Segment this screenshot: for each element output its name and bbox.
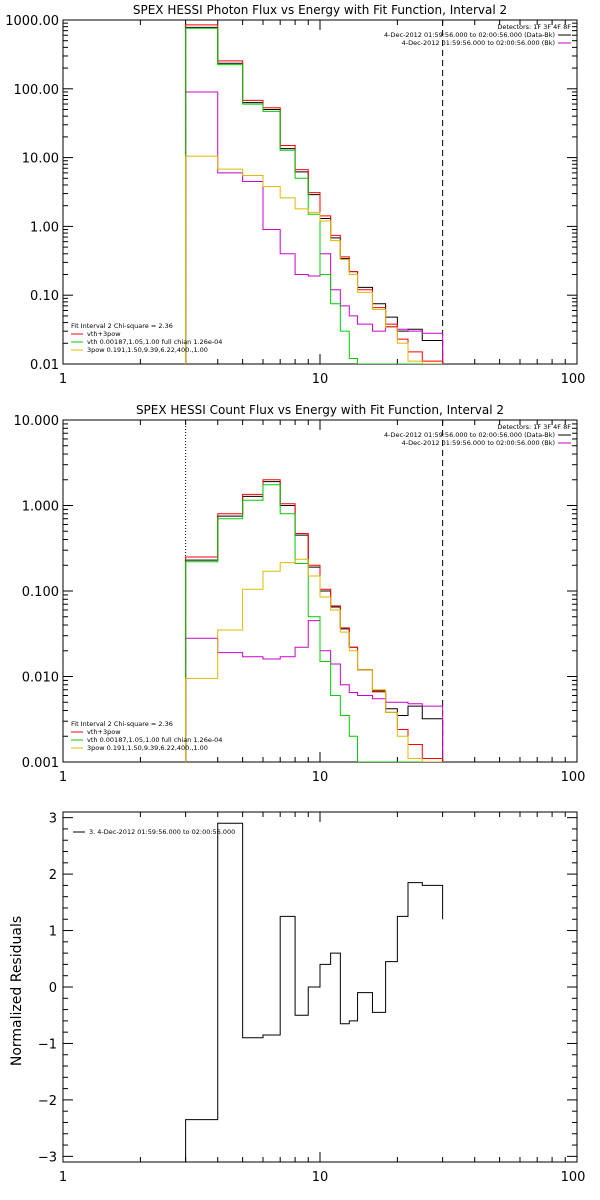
- y-tick-label: −1: [38, 1037, 57, 1052]
- x-tick-label: 100: [561, 372, 586, 387]
- legend-fit-info: Fit Interval 2 Chi-square = 2.36: [71, 322, 173, 330]
- photon-flux-panel: SPEX HESSI Photon Flux vs Energy with Fi…: [5, 3, 585, 387]
- legend-entry-label: vth 0.00187,1.05,1.00 full chian 1.26e-0…: [87, 338, 222, 346]
- y-tick-label: −2: [38, 1094, 57, 1109]
- series-line-2: [185, 24, 444, 364]
- legend-entry-label: vth+3pow: [87, 330, 121, 338]
- series-line-3: [185, 27, 443, 364]
- x-tick-label: 100: [561, 1170, 586, 1185]
- series-line-0: [185, 481, 444, 762]
- x-tick-label: 1: [59, 1170, 67, 1185]
- legend-entry-label: 4-Dec-2012 01:59:56.000 to 02:00:56.000 …: [384, 431, 555, 439]
- legend-fit-info: Fit Interval 2 Chi-square = 2.36: [71, 720, 173, 728]
- legend-entry-label: 4-Dec-2012 01:59:56.000 to 02:00:56.000 …: [402, 439, 555, 447]
- y-tick-label: 1.000: [22, 500, 59, 515]
- series-line-1: [185, 91, 444, 364]
- y-tick-label: 100.00: [14, 83, 60, 98]
- series-line-2: [185, 479, 444, 762]
- count-flux-panel: SPEX HESSI Count Flux vs Energy with Fit…: [14, 403, 586, 785]
- x-tick-label: 10: [312, 1170, 329, 1185]
- y-tick-label: 0: [49, 981, 57, 996]
- chart-title: SPEX HESSI Count Flux vs Energy with Fit…: [136, 403, 504, 417]
- legend-entry-label: 3pow 0.191,1.50,9.39,6.22,400.,1.00: [87, 346, 208, 354]
- y-axis-label: Normalized Residuals: [9, 916, 25, 1066]
- legend-entry-label: 4-Dec-2012 01:59:56.000 to 02:00:56.000 …: [402, 39, 555, 47]
- residuals-panel: Normalized Residuals 1 10 100 −3 −2 −1 0 1 2 3 3. …: [9, 811, 586, 1185]
- y-tick-label: 1000.00: [5, 14, 59, 29]
- x-tick-label: 10: [312, 770, 329, 785]
- legend-entry-label: vth 0.00187,1.05,1.00 full chian 1.26e-0…: [87, 736, 222, 744]
- y-tick-label: 10.00: [22, 152, 59, 167]
- legend-entry-label: 4-Dec-2012 01:59:56.000 to 02:00:56.000 …: [384, 31, 555, 39]
- y-tick-label: 10.000: [14, 414, 60, 429]
- y-tick-label: 0.01: [30, 358, 59, 373]
- series-line-0: [185, 26, 444, 364]
- x-tick-label: 1: [59, 770, 67, 785]
- series-line-3: [185, 484, 443, 762]
- legend-entry-label: 3. 4-Dec-2012 01:59:56.000 to 02:00:56.0…: [89, 828, 235, 836]
- series-line-4: [185, 155, 443, 364]
- y-tick-label: 0.100: [22, 585, 59, 600]
- y-tick-label: 1.00: [30, 220, 59, 235]
- x-tick-label: 1: [59, 372, 67, 387]
- x-tick-label: 100: [561, 770, 586, 785]
- legend-detectors: Detectors: 1F 3F 4F 8F: [497, 423, 571, 431]
- series-line-4: [185, 558, 443, 762]
- legend-entry-label: 3pow 0.191,1.50,9.39,6.22,400.,1.00: [87, 744, 208, 752]
- legend-detectors: Detectors: 1F 3F 4F 8F: [497, 23, 571, 31]
- data-layer: [185, 479, 444, 762]
- plot-frame: [62, 19, 578, 365]
- y-tick-label: 1: [49, 925, 57, 940]
- y-tick-label: 2: [49, 868, 57, 883]
- chart-title: SPEX HESSI Photon Flux vs Energy with Fi…: [133, 3, 507, 17]
- y-tick-label: 0.001: [22, 756, 59, 771]
- series-line-0: [185, 822, 444, 1162]
- y-tick-label: 0.10: [30, 289, 59, 304]
- y-tick-label: −3: [38, 1150, 57, 1165]
- y-tick-label: 0.010: [22, 671, 59, 686]
- data-layer: [185, 24, 444, 364]
- y-tick-label: 3: [49, 812, 57, 827]
- legend-entry-label: vth+3pow: [87, 728, 121, 736]
- series-line-1: [185, 620, 444, 762]
- data-layer: [185, 822, 444, 1162]
- x-tick-label: 10: [312, 372, 329, 387]
